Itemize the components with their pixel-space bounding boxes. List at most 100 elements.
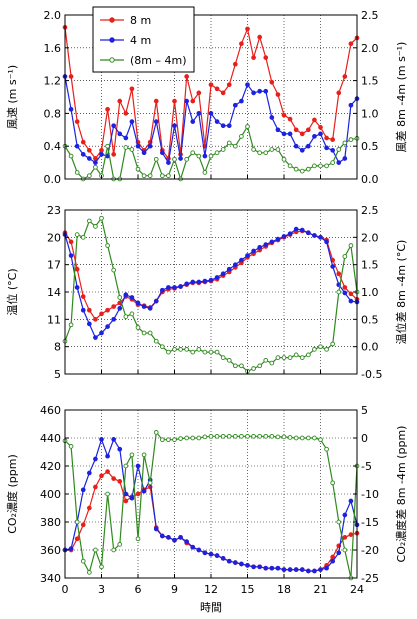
data-point xyxy=(275,565,281,571)
data-point xyxy=(239,363,244,369)
data-point xyxy=(226,558,232,564)
data-point xyxy=(312,568,317,574)
left-tick-label: 20 xyxy=(47,231,61,244)
data-point xyxy=(105,453,110,459)
data-point xyxy=(147,143,153,149)
right-tick-label: 1.5 xyxy=(361,75,379,88)
left-tick-label: 5 xyxy=(54,368,61,381)
legend-swatch-marker xyxy=(109,57,115,63)
data-point xyxy=(232,262,238,268)
data-point xyxy=(281,112,287,118)
left-tick-label: 1.2 xyxy=(44,75,62,88)
data-point xyxy=(305,143,311,149)
data-point xyxy=(299,168,305,174)
data-point xyxy=(190,435,196,441)
data-point xyxy=(263,565,269,571)
data-point xyxy=(269,433,275,439)
data-point xyxy=(80,558,86,564)
data-point xyxy=(239,561,244,567)
data-point xyxy=(129,495,135,501)
data-point xyxy=(342,285,348,290)
data-point xyxy=(257,433,263,439)
data-point xyxy=(111,316,117,322)
data-point xyxy=(342,140,348,146)
data-point xyxy=(305,166,311,172)
data-point xyxy=(269,360,275,366)
data-point xyxy=(135,166,141,172)
data-point xyxy=(105,469,110,474)
left-tick-label: 17 xyxy=(47,259,61,272)
data-point xyxy=(190,98,196,104)
axis-label-layer: 風速 (m s⁻¹) 風差 8m -4m (m s⁻¹) 温位 (°C) 温位差 8m… xyxy=(5,42,408,563)
data-point xyxy=(318,344,323,350)
data-point xyxy=(330,160,336,165)
data-point xyxy=(80,307,86,313)
data-point xyxy=(74,143,80,149)
data-point xyxy=(342,547,348,553)
data-point xyxy=(68,106,74,112)
series-layer xyxy=(62,24,360,581)
data-point xyxy=(178,535,183,540)
data-point xyxy=(269,147,275,152)
data-point xyxy=(226,266,232,272)
data-point xyxy=(324,239,329,245)
data-point xyxy=(275,92,281,97)
data-point xyxy=(263,55,269,60)
x-tick-label: 15 xyxy=(241,583,255,596)
data-point xyxy=(330,137,336,142)
data-point xyxy=(111,152,117,157)
data-point xyxy=(269,239,275,245)
data-point xyxy=(93,335,98,340)
data-point xyxy=(166,535,171,540)
left-tick-label: 14 xyxy=(47,286,61,299)
data-point xyxy=(135,536,141,542)
data-point xyxy=(324,565,329,571)
data-point xyxy=(153,119,159,124)
data-point xyxy=(281,434,287,440)
data-point xyxy=(269,565,275,571)
data-point xyxy=(257,88,263,94)
data-point xyxy=(336,271,342,277)
data-point xyxy=(305,230,311,236)
data-point xyxy=(226,123,232,129)
data-point xyxy=(202,153,208,159)
data-point xyxy=(123,292,129,298)
data-point xyxy=(214,275,220,280)
data-point xyxy=(190,119,196,124)
left-tick-label: 360 xyxy=(40,544,61,557)
data-point xyxy=(111,267,117,273)
data-point xyxy=(293,127,299,133)
data-point xyxy=(153,338,159,344)
data-point xyxy=(293,143,299,149)
data-point xyxy=(251,248,256,254)
data-point xyxy=(251,147,256,152)
legend-swatch-marker xyxy=(109,17,115,23)
data-point xyxy=(318,567,323,572)
right-tick-label: -25 xyxy=(361,572,379,585)
data-point xyxy=(232,433,238,439)
data-point xyxy=(68,546,74,551)
data-point xyxy=(68,444,74,449)
data-point xyxy=(178,156,183,161)
data-point xyxy=(342,254,348,259)
data-point xyxy=(208,349,214,355)
data-point xyxy=(318,131,323,137)
x-tick-label: 24 xyxy=(350,583,364,596)
data-point xyxy=(172,98,177,104)
x-tick-label: 6 xyxy=(135,583,142,596)
data-point xyxy=(129,86,135,92)
data-point xyxy=(287,435,293,440)
data-point xyxy=(111,547,117,553)
data-point xyxy=(245,26,250,32)
data-point xyxy=(74,170,80,175)
right-tick-label: 0 xyxy=(361,432,368,445)
data-point xyxy=(129,295,135,300)
data-point xyxy=(99,330,104,336)
data-point xyxy=(348,41,354,47)
x-tick-label: 0 xyxy=(62,583,69,596)
data-point xyxy=(269,115,275,120)
legend-entry-label: 8 m xyxy=(130,14,151,27)
data-point xyxy=(80,522,86,528)
data-point xyxy=(123,314,129,319)
data-point xyxy=(141,304,147,309)
